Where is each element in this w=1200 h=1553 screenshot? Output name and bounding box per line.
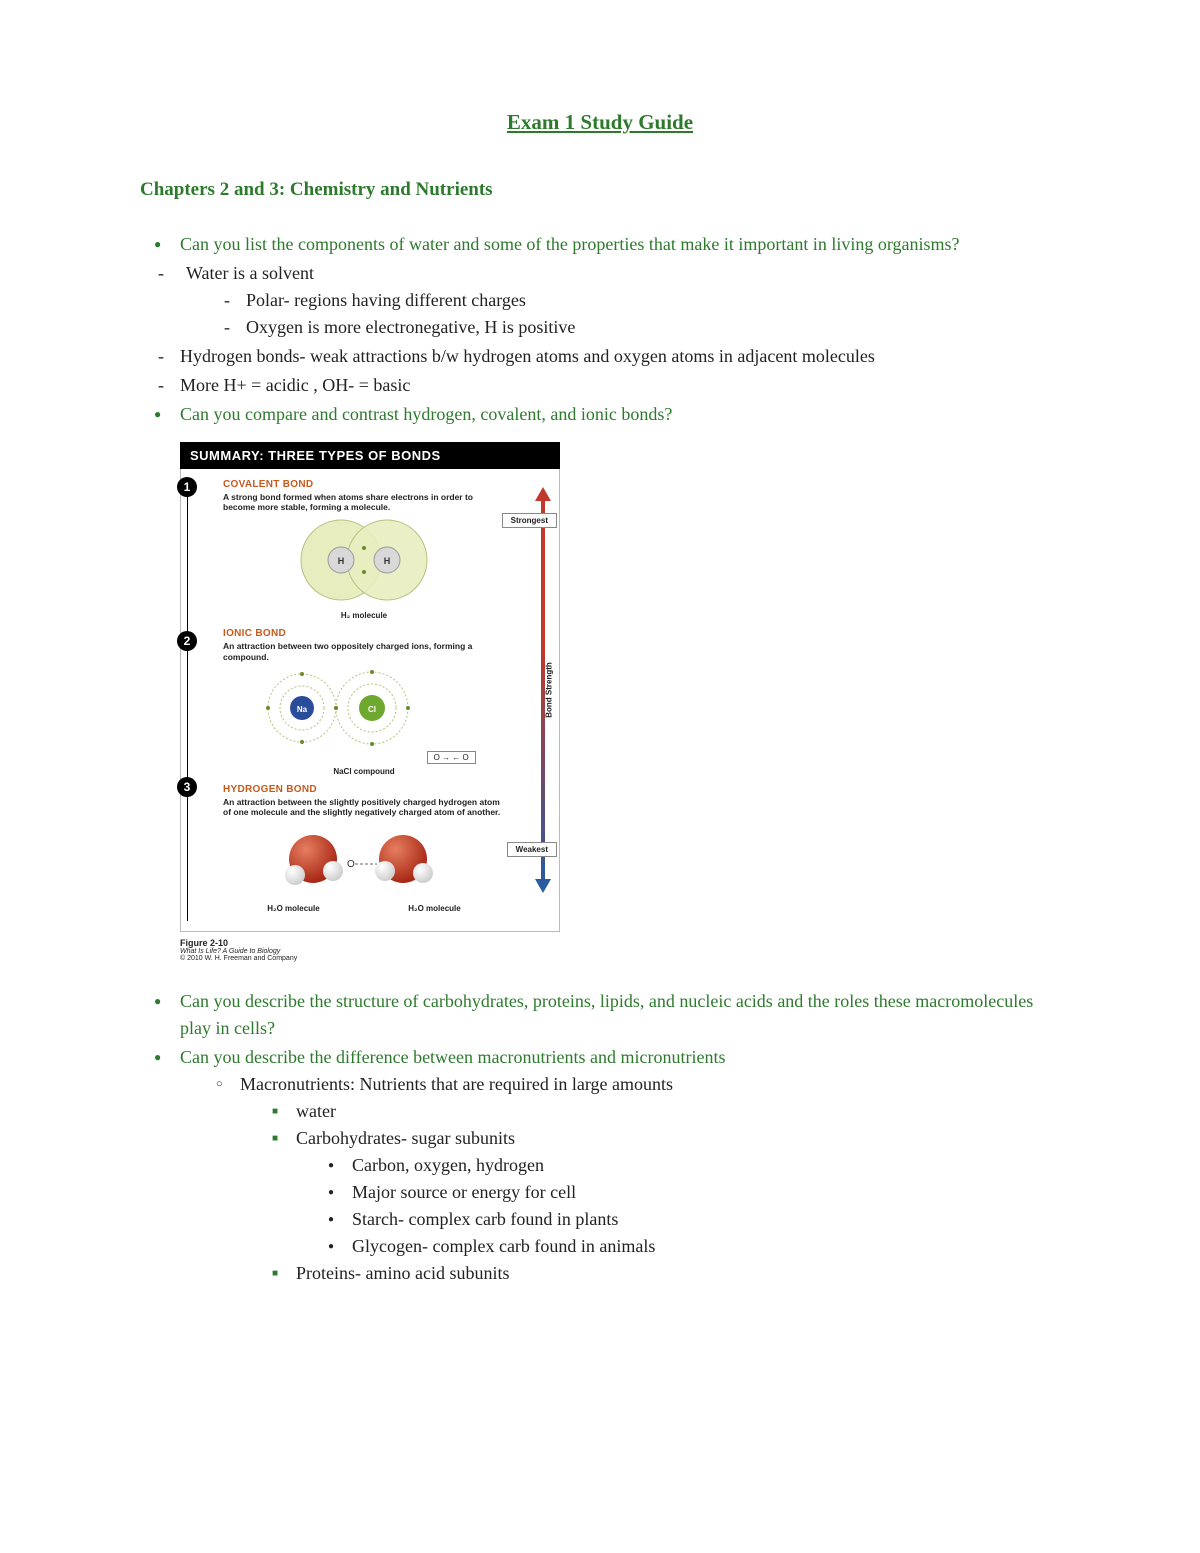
svg-text:Na: Na — [297, 705, 308, 714]
svg-text:O: O — [347, 859, 355, 870]
weakest-tag: Weakest — [507, 842, 557, 857]
bond-num-1: 1 — [177, 477, 197, 497]
nacl-icon: Na Cl — [252, 668, 422, 760]
macronutrients: Macronutrients: Nutrients that are requi… — [240, 1071, 1060, 1287]
bond-num-3: 3 — [177, 777, 197, 797]
outline-list: Can you list the components of water and… — [140, 231, 1060, 428]
hydrogen-desc: An attraction between the slightly posit… — [223, 797, 505, 817]
question-4: Can you describe the difference between … — [180, 1044, 1060, 1287]
ionic-desc: An attraction between two oppositely cha… — [223, 641, 505, 661]
svg-text:Cl: Cl — [368, 705, 376, 714]
answer-ph: More H+ = acidic , OH- = basic — [180, 372, 1060, 399]
h2-molecule-icon: H H — [289, 518, 439, 604]
ionic-molecule: Na Cl O → ← O Na Cl — [223, 668, 505, 776]
page-title: Exam 1 Study Guide — [140, 110, 1060, 135]
ionic-title: IONIC BOND — [223, 628, 505, 639]
text: Macronutrients: Nutrients that are requi… — [240, 1074, 673, 1094]
bond-figure-header: SUMMARY: THREE TYPES OF BONDS — [180, 442, 560, 469]
figure-copyright: © 2010 W. H. Freeman and Company — [180, 955, 560, 962]
arrow-down-icon — [535, 879, 551, 893]
strongest-tag: Strongest — [502, 513, 557, 528]
text: Water is a solvent — [186, 263, 314, 283]
h2o-icon: O — [269, 823, 459, 897]
h2o-label-1: H₂O molecule — [267, 904, 319, 913]
covalent-section: COVALENT BOND A strong bond formed when … — [223, 479, 505, 620]
figure-caption: Figure 2-10 — [180, 938, 560, 948]
question-2: Can you compare and contrast hydrogen, c… — [180, 401, 1060, 428]
macro-water: water — [296, 1098, 1060, 1125]
covalent-title: COVALENT BOND — [223, 479, 505, 490]
h2-label: H₂ molecule — [223, 611, 505, 620]
carbs-glycogen: Glycogen- complex carb found in animals — [352, 1233, 1060, 1260]
question-1: Can you list the components of water and… — [180, 231, 1060, 258]
page: Exam 1 Study Guide Chapters 2 and 3: Che… — [0, 0, 1200, 1553]
carbs-starch: Starch- complex carb found in plants — [352, 1206, 1060, 1233]
svg-text:H: H — [384, 556, 391, 566]
bond-num-2: 2 — [177, 631, 197, 651]
macro-carbs: Carbohydrates- sugar subunits Carbon, ox… — [296, 1125, 1060, 1260]
hydrogen-title: HYDROGEN BOND — [223, 784, 505, 795]
ionic-transfer-box: O → ← O — [427, 751, 476, 764]
outline-list-2: Can you describe the structure of carboh… — [140, 988, 1060, 1287]
bond-figure: SUMMARY: THREE TYPES OF BONDS Strongest … — [180, 442, 560, 962]
svg-text:H: H — [338, 556, 345, 566]
text: Carbohydrates- sugar subunits — [296, 1128, 515, 1148]
answer-electroneg: Oxygen is more electronegative, H is pos… — [246, 314, 1060, 341]
bond-figure-body: Strongest Weakest Bond Strength 1 COVALE… — [180, 469, 560, 932]
carbs-elements: Carbon, oxygen, hydrogen — [352, 1152, 1060, 1179]
macro-proteins: Proteins- amino acid subunits — [296, 1260, 1060, 1287]
ionic-section: IONIC BOND An attraction between two opp… — [223, 628, 505, 775]
question-3: Can you describe the structure of carboh… — [180, 988, 1060, 1042]
nacl-label: NaCl compound — [223, 767, 505, 776]
h2o-label-2: H₂O molecule — [408, 904, 460, 913]
bond-vline — [187, 479, 188, 921]
hydrogen-molecule: O H₂O molecule H₂O molecule — [223, 823, 505, 913]
answer-polar: Polar- regions having different charges — [246, 287, 1060, 314]
covalent-molecule: H H H₂ molecule — [223, 518, 505, 620]
answer-hbonds: Hydrogen bonds- weak attractions b/w hyd… — [180, 343, 1060, 370]
chapter-heading: Chapters 2 and 3: Chemistry and Nutrient… — [140, 179, 1060, 201]
carbs-energy: Major source or energy for cell — [352, 1179, 1060, 1206]
covalent-desc: A strong bond formed when atoms share el… — [223, 492, 505, 512]
strength-axis-label: Bond Strength — [544, 662, 553, 718]
strength-arrow: Strongest Weakest Bond Strength — [511, 479, 551, 901]
answer-water-solvent: Water is a solvent Polar- regions having… — [180, 260, 1060, 341]
text: Can you describe the difference between … — [180, 1047, 725, 1067]
hydrogen-section: HYDROGEN BOND An attraction between the … — [223, 784, 505, 913]
